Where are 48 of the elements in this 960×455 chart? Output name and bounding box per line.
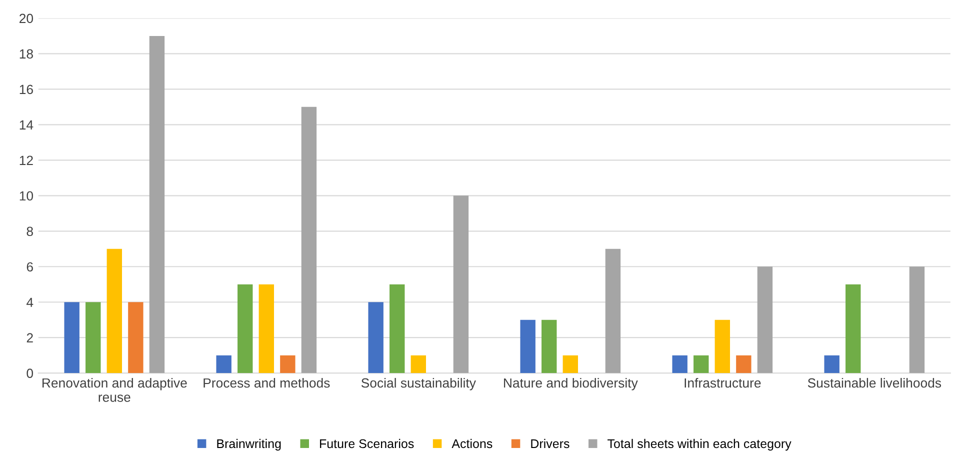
- legend-label: Actions: [452, 438, 492, 448]
- bar: [757, 266, 773, 374]
- bar: [390, 284, 405, 374]
- bar: [909, 266, 925, 374]
- bar: [106, 248, 122, 374]
- y-tick-label: 4: [26, 298, 34, 307]
- bar: [258, 284, 274, 374]
- x-tick-label: Process and methods: [204, 378, 330, 388]
- x-tick-label: Social sustainability: [361, 378, 476, 390]
- bar: [714, 320, 730, 374]
- bar: [368, 302, 384, 374]
- y-tick-label: 10: [20, 191, 34, 201]
- legend-label: Future Scenarios: [320, 438, 414, 448]
- y-tick-label: 0: [26, 368, 34, 378]
- bar: [149, 36, 165, 374]
- bar: [128, 302, 144, 374]
- y-tick-label: 2: [26, 333, 33, 342]
- bar: [846, 284, 861, 374]
- bar: [672, 355, 688, 374]
- x-tick-label: Infrastructure: [684, 378, 761, 388]
- legend-label: Brainwriting: [217, 438, 281, 451]
- y-tick-label: 20: [20, 14, 34, 24]
- bar: [86, 302, 101, 374]
- y-tick-label: 8: [26, 226, 33, 236]
- bar: [238, 284, 253, 374]
- bar: [520, 320, 536, 374]
- bar: [216, 355, 232, 374]
- y-tick-label: 18: [20, 49, 33, 59]
- legend-label: Total sheets within each category: [608, 438, 792, 451]
- bar: [280, 355, 296, 374]
- bar: [301, 106, 317, 374]
- bar: [824, 355, 840, 374]
- bar: [736, 355, 752, 374]
- bar: [694, 355, 709, 374]
- x-tick-label: Nature and biodiversity: [504, 378, 638, 390]
- bar: [542, 320, 557, 374]
- bar: [410, 355, 426, 374]
- y-tick-label: 12: [20, 156, 33, 165]
- y-tick-label: 6: [26, 262, 33, 272]
- y-tick-label: 16: [20, 84, 33, 94]
- y-tick-label: 14: [20, 120, 34, 130]
- bar: [605, 248, 621, 374]
- bar: [562, 355, 578, 374]
- x-tick-label: Sustainable livelihoods: [808, 378, 942, 388]
- legend-label: Drivers: [531, 438, 570, 448]
- bar: [453, 196, 469, 374]
- x-tick-label: Renovation and adaptive reuse: [42, 378, 187, 402]
- bar: [64, 302, 80, 374]
